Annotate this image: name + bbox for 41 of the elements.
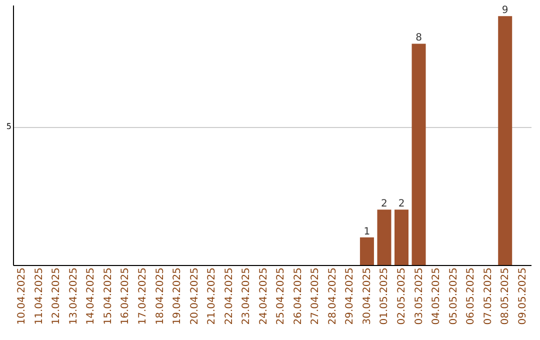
- x-tick-label: 23.04.2025: [241, 268, 252, 325]
- bar: [377, 210, 392, 265]
- x-tick-label: 04.05.2025: [431, 268, 442, 325]
- data-label: 2: [381, 198, 388, 210]
- bar: [412, 44, 426, 265]
- x-tick-label: 17.04.2025: [138, 268, 148, 325]
- x-tick-label: 27.04.2025: [310, 268, 322, 325]
- data-label: 8: [416, 32, 422, 44]
- x-tick-label: 12.04.2025: [51, 268, 62, 325]
- x-tick-label: 28.04.2025: [327, 268, 338, 325]
- data-label: 1: [364, 226, 370, 238]
- x-tick-label: 05.05.2025: [448, 268, 460, 325]
- x-tick-label: 13.04.2025: [68, 268, 80, 325]
- data-label: 2: [398, 198, 405, 210]
- x-tick-label: 24.04.2025: [258, 268, 270, 325]
- bar: [498, 16, 512, 265]
- x-tick-label: 06.05.2025: [466, 268, 477, 325]
- x-tick-label: 26.04.2025: [292, 268, 304, 325]
- x-tick-label: 08.05.2025: [500, 268, 512, 325]
- x-tick-label: 16.04.2025: [120, 268, 132, 325]
- x-tick-label: 03.05.2025: [414, 268, 425, 325]
- bar: [360, 237, 374, 265]
- x-tick-label: 30.04.2025: [362, 268, 373, 325]
- x-tick-label: 15.04.2025: [102, 268, 114, 325]
- x-tick-label: 25.04.2025: [276, 268, 287, 325]
- x-tick-label: 01.05.2025: [379, 268, 390, 325]
- bar: [394, 210, 408, 265]
- x-tick-label: 02.05.2025: [396, 268, 408, 325]
- x-tick-label: 21.04.2025: [206, 268, 218, 325]
- x-tick-label: 10.04.2025: [16, 268, 28, 325]
- x-tick-label: 14.04.2025: [86, 268, 97, 325]
- x-tick-label: 09.05.2025: [517, 268, 528, 325]
- x-tick-label: 29.04.2025: [344, 268, 356, 325]
- x-tick-label: 22.04.2025: [224, 268, 235, 325]
- y-tick-label: 5: [6, 122, 12, 132]
- x-tick-label: 19.04.2025: [172, 268, 184, 325]
- x-tick-label: 18.04.2025: [154, 268, 166, 325]
- x-tick-label: 20.04.2025: [189, 268, 200, 325]
- x-tick-label: 07.05.2025: [482, 268, 494, 325]
- data-label: 9: [502, 5, 508, 16]
- x-tick-label: 11.04.2025: [34, 268, 45, 325]
